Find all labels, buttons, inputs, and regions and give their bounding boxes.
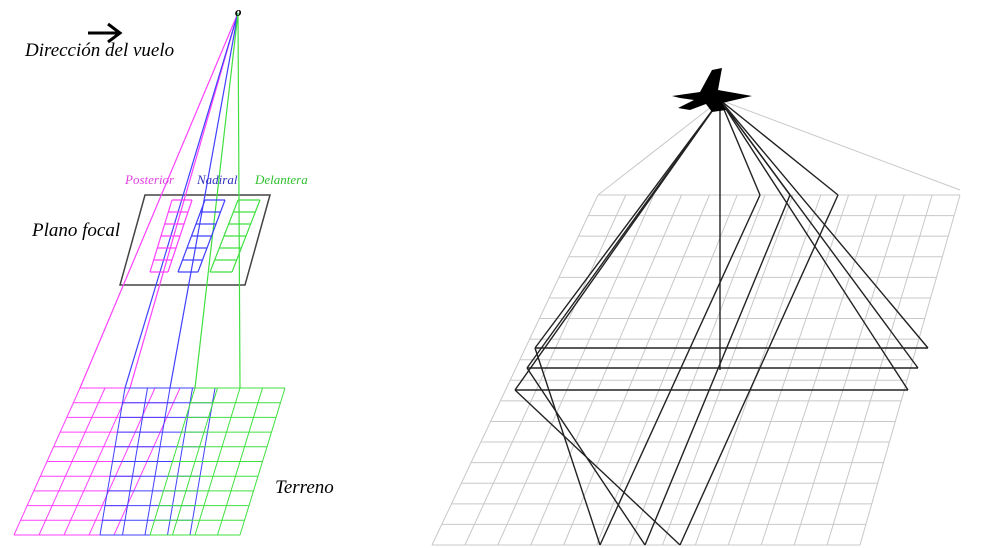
projection-ray xyxy=(514,389,681,546)
terrain-grid-col xyxy=(661,194,794,546)
projection-ray xyxy=(719,99,919,369)
terrain-grid-col xyxy=(629,194,766,546)
flight-arrow xyxy=(88,22,123,44)
terrain-grid-col xyxy=(727,194,850,546)
origin-label: o xyxy=(235,4,242,19)
terrain-grid-col xyxy=(431,194,599,546)
pushbroom-diagram xyxy=(13,12,286,536)
projection-ray xyxy=(719,99,929,349)
focal-plane-label: Plano focal xyxy=(31,220,120,241)
projection-ray xyxy=(534,99,721,349)
projection-ray xyxy=(644,194,791,546)
direction-label: Dirección del vuelo xyxy=(24,40,174,61)
projection-ray xyxy=(534,347,601,546)
terrain-grid-col xyxy=(563,194,710,546)
projection-ray xyxy=(599,194,761,546)
nadiral-label: Nadiral xyxy=(196,172,238,187)
projection-ray xyxy=(514,99,721,391)
terrain-grid-col xyxy=(530,194,682,546)
airplane-icon xyxy=(672,68,752,112)
view-ray xyxy=(79,12,239,389)
view-ray xyxy=(169,12,239,389)
terrain-grid-col xyxy=(694,194,822,546)
projection-ray xyxy=(719,99,761,196)
footprint-edge xyxy=(597,99,721,196)
posterior-label: Posterior xyxy=(124,172,175,187)
projection-ray xyxy=(719,99,839,196)
terrain-label: Terreno xyxy=(275,477,334,498)
footprint-edge xyxy=(719,99,961,191)
terrain-grid-col xyxy=(464,194,627,546)
terrain-grid-col xyxy=(793,194,905,546)
projection-ray xyxy=(719,99,909,391)
terrain-grid-col xyxy=(760,194,877,546)
focal-plane xyxy=(119,194,271,286)
terrain-grid-col xyxy=(497,194,655,546)
frame-camera-diagram xyxy=(431,99,961,546)
terrain-grid-col xyxy=(596,194,738,546)
terrain-grid-col xyxy=(859,194,961,546)
projection-ray xyxy=(679,194,839,546)
delantera-label: Delantera xyxy=(254,172,308,187)
terrain-grid-col xyxy=(826,194,933,546)
